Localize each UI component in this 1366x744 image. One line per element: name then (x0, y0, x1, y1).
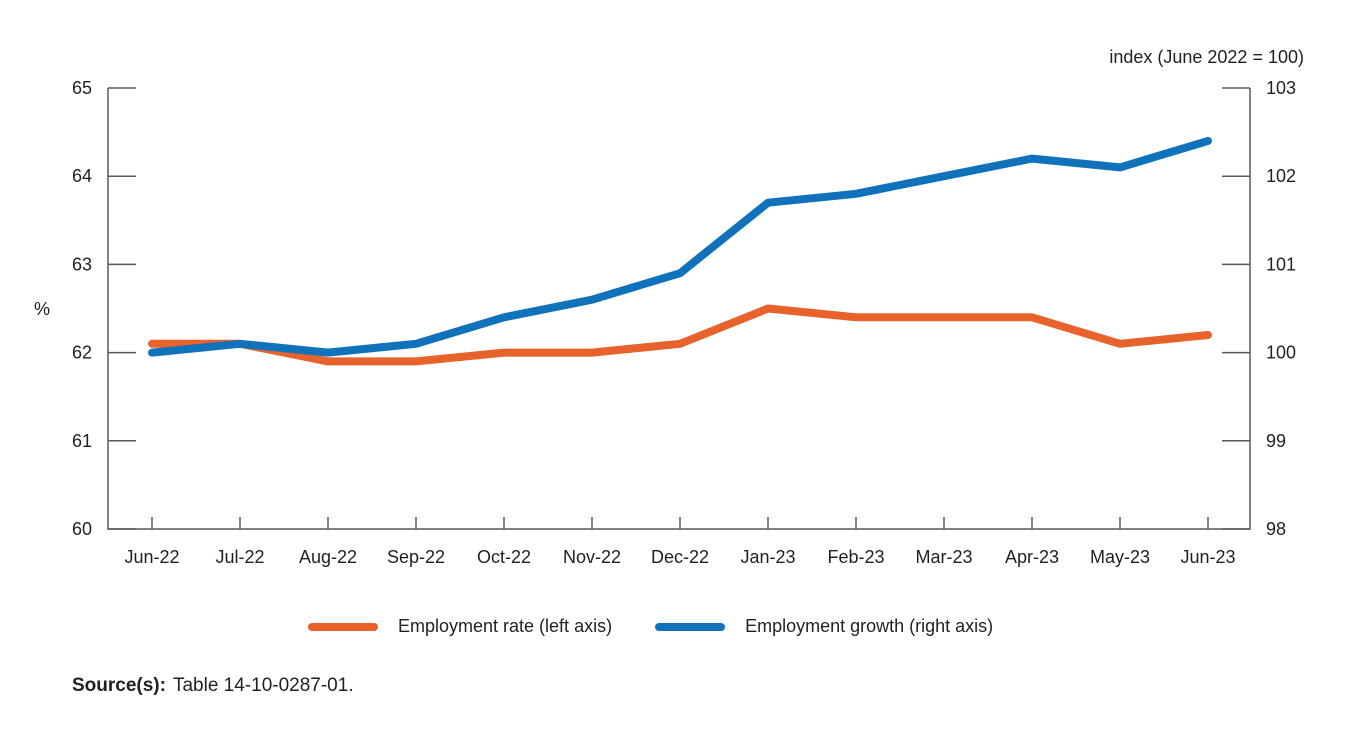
source-label: Source(s): (72, 675, 166, 696)
x-axis-tick-label: Oct-22 (477, 547, 531, 567)
left-axis-tick-label: 64 (72, 166, 92, 186)
axis-frame (107, 88, 1251, 530)
x-axis-tick-label: Aug-22 (299, 547, 357, 567)
left-axis-tick-label: 62 (72, 343, 92, 363)
source-note: Source(s): Table 14-10-0287-01. (72, 675, 354, 697)
right-axis-tick-label: 101 (1266, 254, 1296, 274)
legend-label-employment-rate: Employment rate (left axis) (398, 616, 613, 636)
x-axis-tick-label: Sep-22 (387, 547, 445, 567)
series-line-employment-growth (148, 136, 1212, 357)
left-axis-tick-label: 61 (72, 431, 92, 451)
source-value: Table 14-10-0287-01. (172, 675, 354, 696)
left-axis-unit-label: % (34, 299, 51, 319)
x-axis-tick-label: Mar-23 (915, 547, 972, 567)
x-axis-tick-label: Dec-22 (651, 547, 709, 567)
right-axis-tick-label: 99 (1266, 431, 1286, 451)
right-axis-tick-label: 102 (1266, 166, 1296, 186)
employment-growth-line-swatch (655, 622, 726, 631)
legend-label-employment-growth: Employment growth (right axis) (745, 616, 994, 636)
left-axis-tick-label: 60 (72, 519, 92, 539)
x-axis-tick-label: Nov-22 (563, 547, 621, 567)
legend-item-employment-rate: Employment rate (left axis) (308, 616, 612, 637)
x-axis-tick-label: Jul-22 (215, 547, 264, 567)
right-axis-tick-label: 103 (1266, 78, 1296, 98)
right-axis-tick-label: 100 (1266, 343, 1296, 363)
x-axis-tick-label: May-23 (1090, 547, 1150, 567)
x-axis-tick-label: Jun-22 (124, 547, 179, 567)
x-axis-tick-label: Jan-23 (740, 547, 795, 567)
x-axis-tick-label: Jun-23 (1180, 547, 1235, 567)
left-axis-tick-label: 65 (72, 78, 92, 98)
right-axis-title: index (June 2022 = 100) (1109, 47, 1304, 67)
series-line-employment-rate (148, 304, 1212, 366)
chart-legend: Employment rate (left axis) Employment g… (308, 616, 993, 637)
employment-rate-line-swatch (308, 622, 378, 631)
legend-item-employment-growth: Employment growth (right axis) (655, 616, 993, 637)
left-axis-tick-label: 63 (72, 254, 92, 274)
right-axis-tick-label: 98 (1266, 519, 1286, 539)
x-axis-tick-label: Apr-23 (1005, 547, 1059, 567)
x-axis-tick-label: Feb-23 (827, 547, 884, 567)
